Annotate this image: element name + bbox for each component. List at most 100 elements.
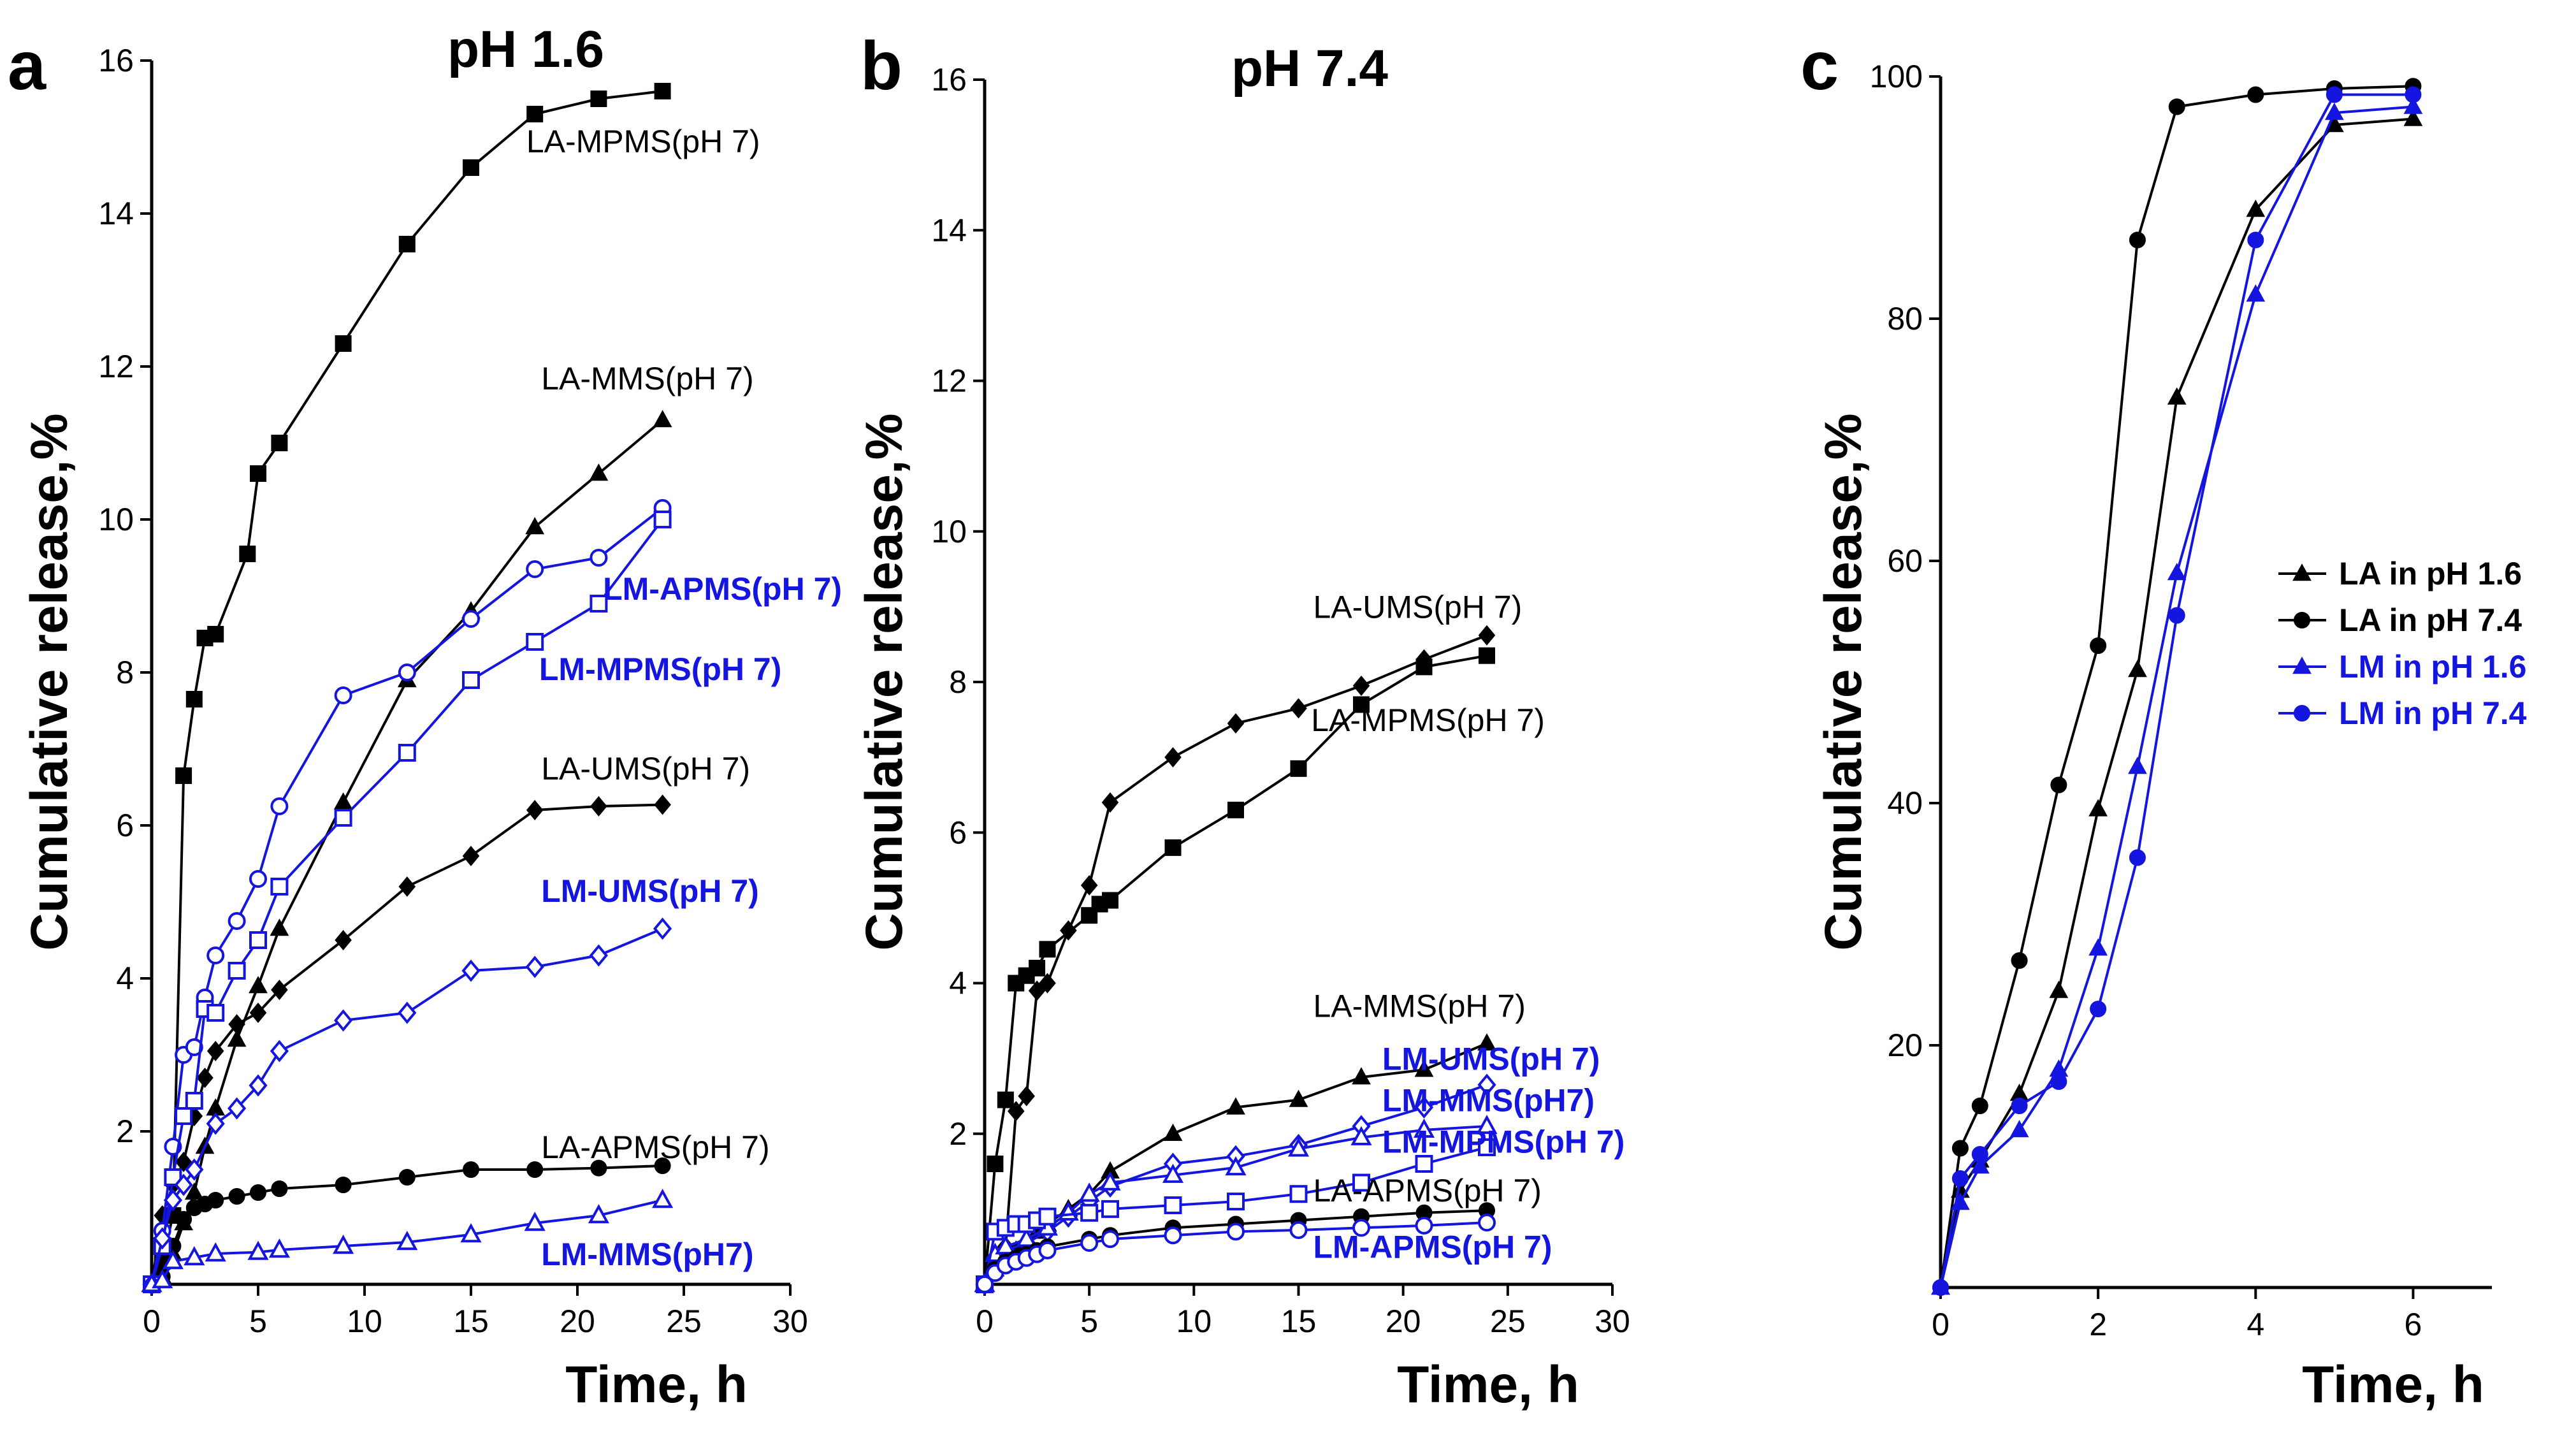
data-point bbox=[1477, 1073, 1496, 1096]
legend-marker bbox=[2292, 563, 2312, 581]
y-tick-label: 6 bbox=[116, 808, 134, 843]
data-point bbox=[1290, 760, 1307, 777]
data-point bbox=[398, 876, 416, 897]
data-point bbox=[184, 1246, 205, 1266]
data-point bbox=[652, 1189, 674, 1208]
legend: LA in pH 1.6 LA in pH 7.4 LM in pH 1.6 LM i… bbox=[2278, 556, 2527, 731]
data-point bbox=[175, 1211, 192, 1228]
data-point bbox=[207, 1192, 224, 1208]
data-point bbox=[1038, 1207, 1057, 1226]
data-point bbox=[175, 1107, 193, 1125]
data-point bbox=[525, 517, 545, 535]
series-line bbox=[150, 507, 663, 1285]
legend-marker bbox=[2294, 705, 2310, 722]
data-point bbox=[654, 83, 671, 99]
data-point bbox=[462, 846, 480, 866]
y-tick-label: 16 bbox=[931, 62, 967, 98]
data-point bbox=[1951, 1140, 1969, 1157]
series-lm-in-ph-7-4 bbox=[1932, 86, 2422, 1296]
data-point bbox=[1971, 1146, 1988, 1163]
legend-marker bbox=[2294, 612, 2310, 628]
panel-letter: a bbox=[8, 27, 47, 104]
data-point bbox=[1029, 959, 1046, 976]
data-point bbox=[588, 1204, 609, 1224]
data-point bbox=[2324, 103, 2344, 120]
data-point bbox=[1164, 839, 1182, 856]
data-point bbox=[271, 435, 288, 451]
legend-label: LM in pH 1.6 bbox=[2339, 649, 2526, 685]
data-point bbox=[398, 1169, 416, 1186]
data-point bbox=[249, 976, 268, 994]
series-annotation: LA-MPMS(pH 7) bbox=[526, 124, 760, 159]
series-line bbox=[150, 518, 664, 1285]
data-point bbox=[2246, 284, 2266, 302]
x-tick-label: 30 bbox=[1595, 1303, 1630, 1339]
data-point bbox=[2128, 757, 2147, 774]
data-point bbox=[2129, 849, 2146, 866]
x-tick-label: 10 bbox=[1176, 1303, 1212, 1339]
series-annotation: LA-APMS(pH 7) bbox=[1313, 1173, 1541, 1208]
data-point bbox=[1226, 1097, 1245, 1115]
data-point bbox=[2168, 607, 2185, 624]
chart-title: pH 7.4 bbox=[1231, 40, 1388, 98]
data-point bbox=[462, 610, 480, 628]
data-point bbox=[1477, 1033, 1496, 1051]
data-point bbox=[590, 595, 608, 613]
data-point bbox=[1352, 1067, 1371, 1085]
data-point bbox=[164, 1168, 182, 1186]
series-annotation: LA-UMS(pH 7) bbox=[541, 751, 750, 787]
data-point bbox=[2090, 637, 2107, 654]
y-axis-label: Cumulative release,% bbox=[855, 413, 913, 950]
data-point bbox=[1225, 1156, 1247, 1176]
panel-b: b pH 7.4 0 5 10 15 20 25 30 2 4 6 8 10 12 14 16 Time, h Cu… bbox=[855, 27, 1630, 1414]
data-point bbox=[1350, 1126, 1372, 1145]
series-annotation: LA-MPMS(pH 7) bbox=[1311, 702, 1545, 738]
y-tick-label: 10 bbox=[98, 502, 134, 537]
series-line bbox=[983, 634, 1487, 1285]
data-point bbox=[206, 947, 225, 964]
series-lm-mpms-ph-7 bbox=[976, 1138, 1496, 1293]
legend-label: LA in pH 1.6 bbox=[2339, 556, 2522, 591]
data-point bbox=[1478, 625, 1496, 646]
data-point bbox=[2011, 1098, 2028, 1114]
x-tick-label: 25 bbox=[666, 1303, 702, 1339]
data-point bbox=[2129, 231, 2146, 249]
data-point bbox=[2247, 86, 2264, 103]
data-point bbox=[1038, 1241, 1057, 1259]
y-tick-label: 2 bbox=[949, 1116, 967, 1152]
y-axis-label: Cumulative release,% bbox=[20, 413, 78, 950]
data-point bbox=[227, 1097, 247, 1120]
data-point bbox=[207, 626, 224, 642]
series-annotation: LM-MMS(pH7) bbox=[541, 1237, 753, 1272]
data-point bbox=[2326, 86, 2343, 103]
data-point bbox=[1414, 1096, 1434, 1119]
data-point bbox=[2403, 108, 2423, 126]
chart-title: pH 1.6 bbox=[447, 20, 604, 78]
data-point bbox=[270, 878, 289, 896]
legend-marker bbox=[2292, 656, 2312, 674]
data-point bbox=[526, 560, 544, 578]
data-point bbox=[2246, 199, 2266, 217]
data-point bbox=[333, 1009, 353, 1032]
data-point bbox=[2167, 387, 2187, 405]
data-point bbox=[1039, 941, 1056, 958]
y-tick-label: 4 bbox=[949, 966, 967, 1001]
data-point bbox=[1478, 1214, 1496, 1232]
x-tick-label: 15 bbox=[453, 1303, 489, 1339]
data-point bbox=[1080, 1203, 1099, 1222]
data-point bbox=[398, 236, 416, 252]
data-point bbox=[1287, 1137, 1310, 1157]
data-point bbox=[589, 463, 609, 481]
data-point bbox=[1415, 658, 1433, 676]
x-tick-label: 0 bbox=[976, 1303, 994, 1339]
y-tick-label: 6 bbox=[949, 815, 967, 850]
data-point bbox=[2050, 1073, 2067, 1090]
y-tick-label: 14 bbox=[98, 196, 134, 231]
data-point bbox=[1101, 1200, 1119, 1218]
data-point bbox=[1227, 713, 1245, 734]
data-point bbox=[462, 671, 480, 689]
y-tick-label: 4 bbox=[116, 961, 134, 996]
data-point bbox=[333, 1235, 354, 1254]
data-point bbox=[526, 800, 544, 820]
